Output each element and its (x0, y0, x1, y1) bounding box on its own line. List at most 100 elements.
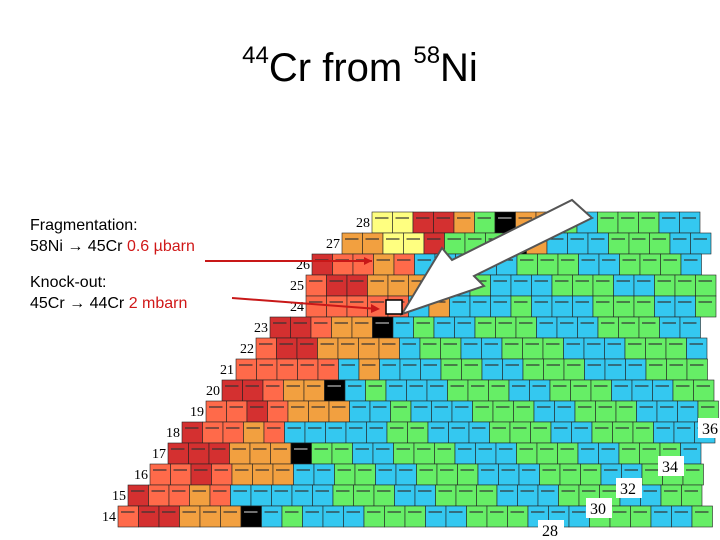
nuclide-cell (554, 400, 576, 423)
nuclide-cell (680, 253, 702, 276)
nuclide-cell (695, 295, 717, 318)
knockout-arrow (231, 297, 380, 313)
nuclide-cell (449, 295, 471, 318)
nuclide-cell (267, 400, 289, 423)
nuclide-cell (290, 442, 312, 465)
nuclide-cell (638, 211, 660, 234)
nuclide-cell (351, 316, 373, 339)
nuclide-cell (354, 463, 376, 486)
nuclide-cell (168, 484, 190, 507)
nuclide-cell (284, 421, 306, 444)
target-nucleus-box (385, 299, 403, 315)
nuclide-cell (691, 505, 713, 528)
nuclide-cell (293, 463, 315, 486)
nuclide-cell (158, 505, 180, 528)
nuclide-cell (270, 442, 292, 465)
nuclide-cell (243, 421, 265, 444)
neutron-number-label: 34 (662, 459, 678, 476)
nuclide-cell (410, 400, 432, 423)
nuclide-cell (269, 316, 291, 339)
nuclide-cell (563, 337, 585, 360)
neutron-label-background (586, 498, 612, 518)
nuclide-cell (435, 484, 457, 507)
nuclide-cell (276, 337, 298, 360)
nuclide-cell (246, 400, 268, 423)
nuclide-cell (287, 400, 309, 423)
nuclide-cell (677, 400, 699, 423)
nuclide-cell (481, 358, 503, 381)
nuclide-cell (346, 274, 368, 297)
nuclide-cell (345, 421, 367, 444)
nuclide-cell (455, 484, 477, 507)
nuclide-cell (549, 379, 571, 402)
nuclide-cell (672, 379, 694, 402)
nuclide-cell (660, 484, 682, 507)
nuclide-cell (304, 421, 326, 444)
nuclide-cell (272, 463, 294, 486)
nuclide-cell (481, 337, 503, 360)
nuclide-cell (296, 337, 318, 360)
nuclide-cell (407, 421, 429, 444)
nuclide-cell (488, 379, 510, 402)
nuclide-cell (536, 316, 558, 339)
nuclide-cell (580, 463, 602, 486)
nuclide-cell (628, 232, 650, 255)
nuclide-cell (372, 316, 394, 339)
nuclide-cell (373, 484, 395, 507)
nuclide-cell (556, 316, 578, 339)
nuclide-cell (290, 316, 312, 339)
nuclide-cell (308, 400, 330, 423)
nuclide-cell (440, 337, 462, 360)
neutron-label-background (658, 456, 684, 476)
nuclide-cell (618, 442, 640, 465)
nuclide-cell (385, 379, 407, 402)
nuclide-cell (510, 295, 532, 318)
nuclide-cell (399, 337, 421, 360)
nuclide-cell (433, 211, 455, 234)
nuclide-cell (220, 505, 242, 528)
nuclide-cell (539, 463, 561, 486)
proton-number-label: 28 (356, 216, 370, 231)
nuclide-cell (590, 379, 612, 402)
nuclide-cell (363, 505, 385, 528)
nuclide-cell (495, 316, 517, 339)
nuclide-cell (645, 337, 667, 360)
title-element-mass: 44 (242, 42, 269, 69)
nuclide-cell (577, 442, 599, 465)
nuclide-cell (515, 316, 537, 339)
nuclide-cell (551, 295, 573, 318)
nuclide-cell (608, 232, 630, 255)
nuclide-cell (283, 379, 305, 402)
neutron-number-label: 28 (542, 523, 558, 540)
nuclide-cell (682, 463, 704, 486)
nuclide-cell (686, 358, 708, 381)
nuclide-cell (403, 232, 425, 255)
nuclide-cell (379, 358, 401, 381)
nuclide-cell (510, 274, 532, 297)
nuclide-cell (570, 379, 592, 402)
nuclide-cell (302, 505, 324, 528)
nuclide-cell (475, 442, 497, 465)
nuclide-cell (501, 337, 523, 360)
nuclide-cell (235, 358, 257, 381)
nuclide-cell (427, 421, 449, 444)
nuclide-cell (365, 379, 387, 402)
nuclide-cell (317, 358, 339, 381)
nuclide-cell (686, 337, 708, 360)
nuclide-cell (632, 421, 654, 444)
nuclide-cell (393, 253, 415, 276)
nuclide-cell (222, 421, 244, 444)
fragmentation-reaction: 58Ni → 45Cr (30, 238, 123, 255)
proton-number-label: 25 (290, 279, 304, 294)
nuclide-cell (362, 232, 384, 255)
nuclide-cell (352, 253, 374, 276)
nuclide-cell (469, 295, 491, 318)
proton-number-label: 15 (112, 489, 126, 504)
nuclide-cell (375, 463, 397, 486)
nuclide-cell (310, 316, 332, 339)
fragmentation-heading: Fragmentation: (30, 217, 138, 234)
nuclide-cell (587, 232, 609, 255)
target-pointer-arrow (385, 198, 594, 316)
nuclide-cell (530, 421, 552, 444)
